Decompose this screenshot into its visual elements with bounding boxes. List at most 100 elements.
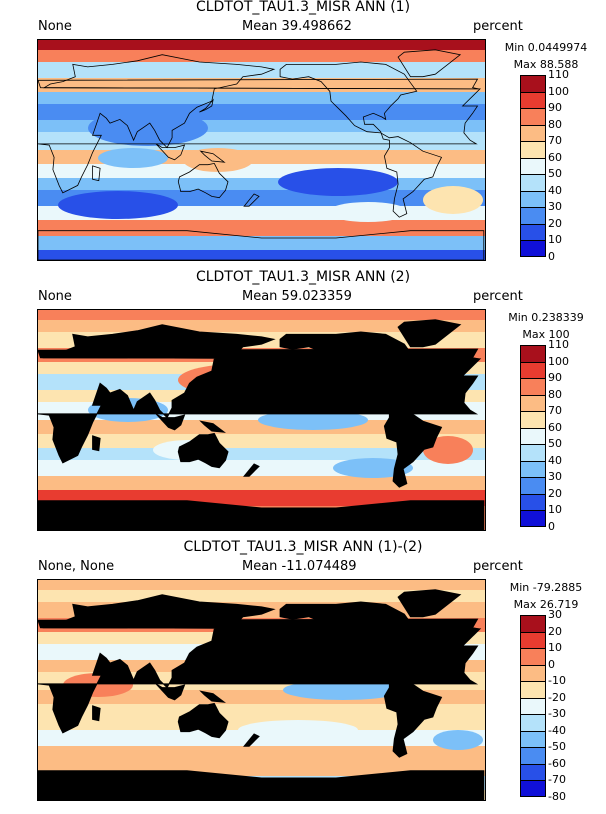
land-mask-7 [92, 705, 101, 722]
colorbar-tick-label: 20 [548, 486, 562, 500]
panel-mean-label: Mean 59.023359 [242, 289, 352, 304]
land-mask-3 [397, 319, 462, 348]
field-band-10 [38, 448, 485, 461]
panel-min-label: Min 0.0449974 [504, 41, 588, 54]
colorbar-swatch [520, 460, 546, 478]
coastline-1 [279, 61, 443, 218]
colorbar-tick-label: 50 [548, 167, 562, 181]
field-band-2 [38, 62, 485, 79]
colorbar-swatch [520, 411, 546, 428]
world-map [37, 309, 486, 531]
colorbar-swatch [520, 361, 546, 379]
colorbar-tick-label: 70 [548, 404, 562, 418]
land-mask-10 [38, 618, 479, 630]
field-feature-1 [88, 110, 208, 146]
colorbar-swatch [520, 714, 546, 731]
colorbar-tick-label: 40 [548, 453, 562, 467]
field-band-11 [38, 730, 485, 747]
colorbar-tick-label: -80 [548, 790, 566, 803]
colorbar-swatch [520, 444, 546, 461]
panel-title: CLDTOT_TAU1.3_MISR ANN (2) [195, 269, 411, 285]
colorbar-tick-label: 100 [548, 354, 569, 368]
land-mask-5 [155, 413, 186, 431]
land-mask-2 [177, 702, 229, 739]
panel-title: CLDTOT_TAU1.3_MISR ANN (1)-(2) [183, 539, 423, 555]
field-feature-4 [183, 148, 253, 172]
coastline-9 [243, 193, 260, 207]
panel-left-label: None [38, 19, 72, 34]
colorbar-swatch [520, 763, 546, 781]
field-band-0 [38, 40, 485, 51]
colorbar [520, 75, 546, 257]
panel-units-label: percent [473, 559, 523, 574]
colorbar-swatch [520, 223, 546, 241]
colorbar-tick-label: 60 [548, 420, 562, 434]
colorbar-tick-label: 30 [548, 608, 562, 621]
colorbar-swatch [520, 747, 546, 764]
colorbar-tick-label: 40 [548, 183, 562, 197]
colorbar [520, 345, 546, 527]
field-band-9 [38, 434, 485, 449]
field-band-8 [38, 420, 485, 435]
field-band-11 [38, 460, 485, 477]
field-feature-2 [258, 410, 368, 430]
coastline-0 [38, 54, 481, 194]
colorbar-swatch [520, 108, 546, 125]
colorbar-swatch [520, 91, 546, 109]
colorbar-swatch [520, 681, 546, 698]
coastline-6 [199, 150, 226, 163]
field-feature-5 [433, 730, 483, 750]
colorbar-swatch [520, 697, 546, 715]
panel-min-label: Min 0.238339 [508, 311, 584, 324]
land-mask-10 [38, 348, 479, 360]
panel-min-label: Min -79.2885 [509, 581, 583, 594]
panel-max-label: Max 88.588 [513, 58, 579, 71]
colorbar-tick-label: 50 [548, 437, 562, 451]
colorbar [520, 615, 546, 797]
land-mask-3 [397, 589, 462, 618]
land-mask-6 [199, 690, 227, 703]
colorbar-tick-label: -60 [548, 756, 566, 770]
colorbar-tick-label: 10 [548, 503, 562, 517]
land-mask-6 [199, 420, 227, 433]
field-band-0 [38, 310, 485, 321]
colorbar-tick-label: -40 [548, 723, 566, 737]
land-mask-4 [38, 500, 485, 530]
land-mask-8 [199, 368, 214, 383]
colorbar-tick-label: 90 [548, 101, 562, 115]
colorbar-swatch [520, 75, 546, 92]
map-field [38, 580, 485, 800]
land-mask-4 [38, 770, 485, 800]
colorbar-tick-label: -50 [548, 740, 566, 754]
colorbar-tick-label: 110 [548, 338, 569, 351]
field-feature-4 [333, 458, 413, 478]
panel-units-label: percent [473, 19, 523, 34]
field-feature-5 [423, 436, 473, 464]
coastline-7 [92, 165, 101, 182]
field-feature-0 [58, 191, 178, 219]
land-mask-1 [279, 331, 443, 488]
field-feature-5 [423, 186, 483, 214]
colorbar-tick-label: 80 [548, 117, 562, 131]
colorbar-swatch [520, 190, 546, 208]
panel-difference: CLDTOT_TAU1.3_MISR ANN (1)-(2) None, Non… [0, 539, 606, 810]
colorbar-tick-label: 10 [548, 233, 562, 247]
field-band-12 [38, 746, 485, 761]
coastline-5 [155, 143, 186, 161]
colorbar-tick-label: 20 [548, 216, 562, 230]
colorbar-swatch [520, 648, 546, 665]
land-mask-9 [243, 463, 260, 477]
colorbar-swatch [520, 615, 546, 632]
field-band-3 [38, 78, 485, 93]
colorbar-swatch [520, 493, 546, 511]
colorbar-tick-label: 0 [548, 250, 555, 263]
panel-max-label: Max 26.719 [513, 598, 579, 611]
colorbar-swatch [520, 124, 546, 142]
colorbar-swatch [520, 207, 546, 224]
panel-title: CLDTOT_TAU1.3_MISR ANN (1) [195, 0, 411, 15]
colorbar-tick-label: 0 [548, 657, 555, 671]
field-feature-2 [278, 168, 398, 196]
coastline-3 [397, 49, 462, 78]
land-mask-9 [243, 733, 260, 747]
field-band-9 [38, 704, 485, 719]
